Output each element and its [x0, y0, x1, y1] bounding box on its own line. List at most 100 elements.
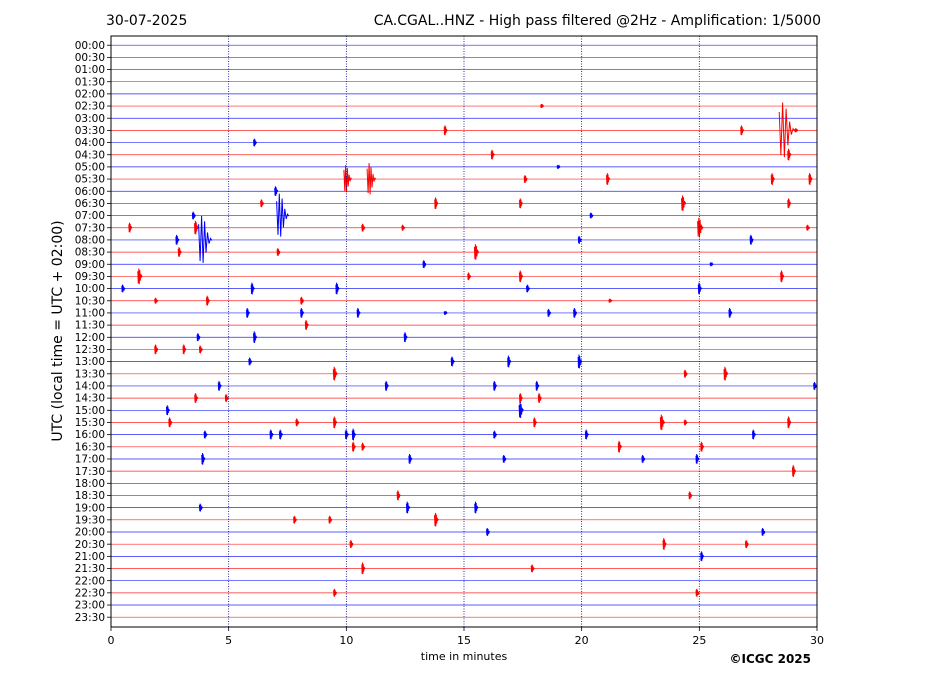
y-axis-label: UTC (local time = UTC + 02:00) [50, 220, 66, 441]
y-tick-label: 12:00 [75, 332, 105, 344]
seismic-event [728, 307, 733, 318]
seismic-event [502, 454, 507, 463]
seismic-event [351, 441, 356, 452]
seismic-event [749, 234, 754, 245]
seismic-event [276, 248, 281, 256]
seismic-event [121, 284, 126, 293]
y-tick-label: 04:00 [75, 137, 105, 149]
seismic-event [260, 199, 265, 208]
seismic-event [300, 307, 305, 318]
seismic-event [332, 366, 338, 381]
y-tick-label: 08:30 [75, 247, 105, 259]
seismic-event [128, 222, 133, 233]
seismic-event [443, 310, 448, 315]
seismic-event [537, 393, 542, 403]
seismic-event [486, 527, 491, 536]
seismic-event [787, 416, 792, 429]
seismic-event [547, 308, 552, 317]
seismic-event [450, 356, 455, 367]
seismic-event [794, 127, 799, 133]
y-tick-label: 20:30 [75, 539, 105, 551]
seismic-event [396, 490, 401, 501]
y-tick-label: 07:30 [75, 222, 105, 234]
seismic-event [361, 223, 366, 232]
seismic-event [683, 419, 688, 426]
y-tick-label: 07:00 [75, 210, 105, 222]
seismic-event [556, 164, 561, 169]
y-tick-label: 18:30 [75, 490, 105, 502]
y-tick-label: 05:00 [75, 162, 105, 174]
y-tick-label: 03:30 [75, 125, 105, 137]
seismic-event [740, 125, 745, 136]
seismic-event [344, 429, 349, 440]
seismic-event [791, 465, 797, 477]
seismic-event [434, 512, 439, 527]
seismic-event [695, 588, 700, 597]
y-tick-label: 22:30 [75, 587, 105, 599]
y-tick-label: 19:30 [75, 514, 105, 526]
x-tick-label: 0 [108, 634, 115, 647]
seismic-event [697, 282, 703, 295]
copyright-label: ©ICGC 2025 [729, 652, 811, 666]
y-tick-label: 14:30 [75, 393, 105, 405]
y-tick-label: 21:30 [75, 563, 105, 575]
seismic-event [276, 193, 290, 237]
seismic-event [681, 195, 687, 212]
y-tick-label: 15:30 [75, 417, 105, 429]
seismic-event [700, 551, 705, 562]
seismic-event [709, 261, 714, 267]
y-tick-label: 02:00 [75, 88, 105, 100]
seismic-event [166, 405, 171, 416]
seismic-event [300, 296, 305, 305]
y-tick-label: 16:30 [75, 441, 105, 453]
seismic-event [349, 540, 354, 549]
seismic-event [518, 402, 525, 418]
seismic-event [787, 198, 792, 209]
seismic-event [154, 297, 159, 304]
seismic-event [761, 527, 766, 536]
seismic-event [206, 295, 211, 306]
seismic-event [154, 344, 159, 355]
seismic-event [137, 268, 143, 285]
seismic-event [361, 442, 366, 451]
y-tick-label: 09:30 [75, 271, 105, 283]
y-tick-label: 06:00 [75, 186, 105, 198]
seismic-event [366, 163, 377, 195]
y-tick-label: 11:30 [75, 320, 105, 332]
seismic-event [168, 417, 173, 428]
seismic-event [194, 220, 199, 235]
seismic-event [356, 307, 361, 318]
y-tick-label: 10:00 [75, 283, 105, 295]
seismic-event [493, 380, 498, 391]
seismic-event [201, 452, 206, 465]
y-tick-label: 16:00 [75, 429, 105, 441]
seismic-event [641, 454, 646, 463]
y-tick-label: 03:00 [75, 113, 105, 125]
seismic-event [473, 244, 480, 260]
x-tick-label: 30 [810, 634, 824, 647]
seismic-event [253, 138, 258, 147]
y-tick-label: 14:00 [75, 381, 105, 393]
seismic-event [606, 173, 611, 185]
seismic-event [175, 234, 180, 245]
seismic-event [584, 429, 589, 440]
seismic-event [198, 345, 203, 354]
seismic-event [806, 224, 811, 231]
seismic-event [662, 538, 667, 550]
seismic-event [196, 333, 201, 342]
y-tick-label: 13:00 [75, 356, 105, 368]
seismic-event [752, 429, 757, 440]
seismic-event [608, 298, 613, 303]
seismic-event [573, 307, 578, 318]
seismic-event [434, 197, 439, 210]
seismic-event [328, 515, 333, 524]
y-tick-label: 17:30 [75, 466, 105, 478]
seismic-event [198, 215, 213, 263]
seismic-event [683, 369, 688, 378]
seismic-event [540, 103, 545, 109]
seismic-event [246, 307, 251, 318]
seismic-event [422, 260, 427, 269]
x-tick-label: 10 [339, 634, 353, 647]
y-axis-ticks: 00:0000:3001:0001:3002:0002:3003:0003:30… [75, 40, 111, 624]
